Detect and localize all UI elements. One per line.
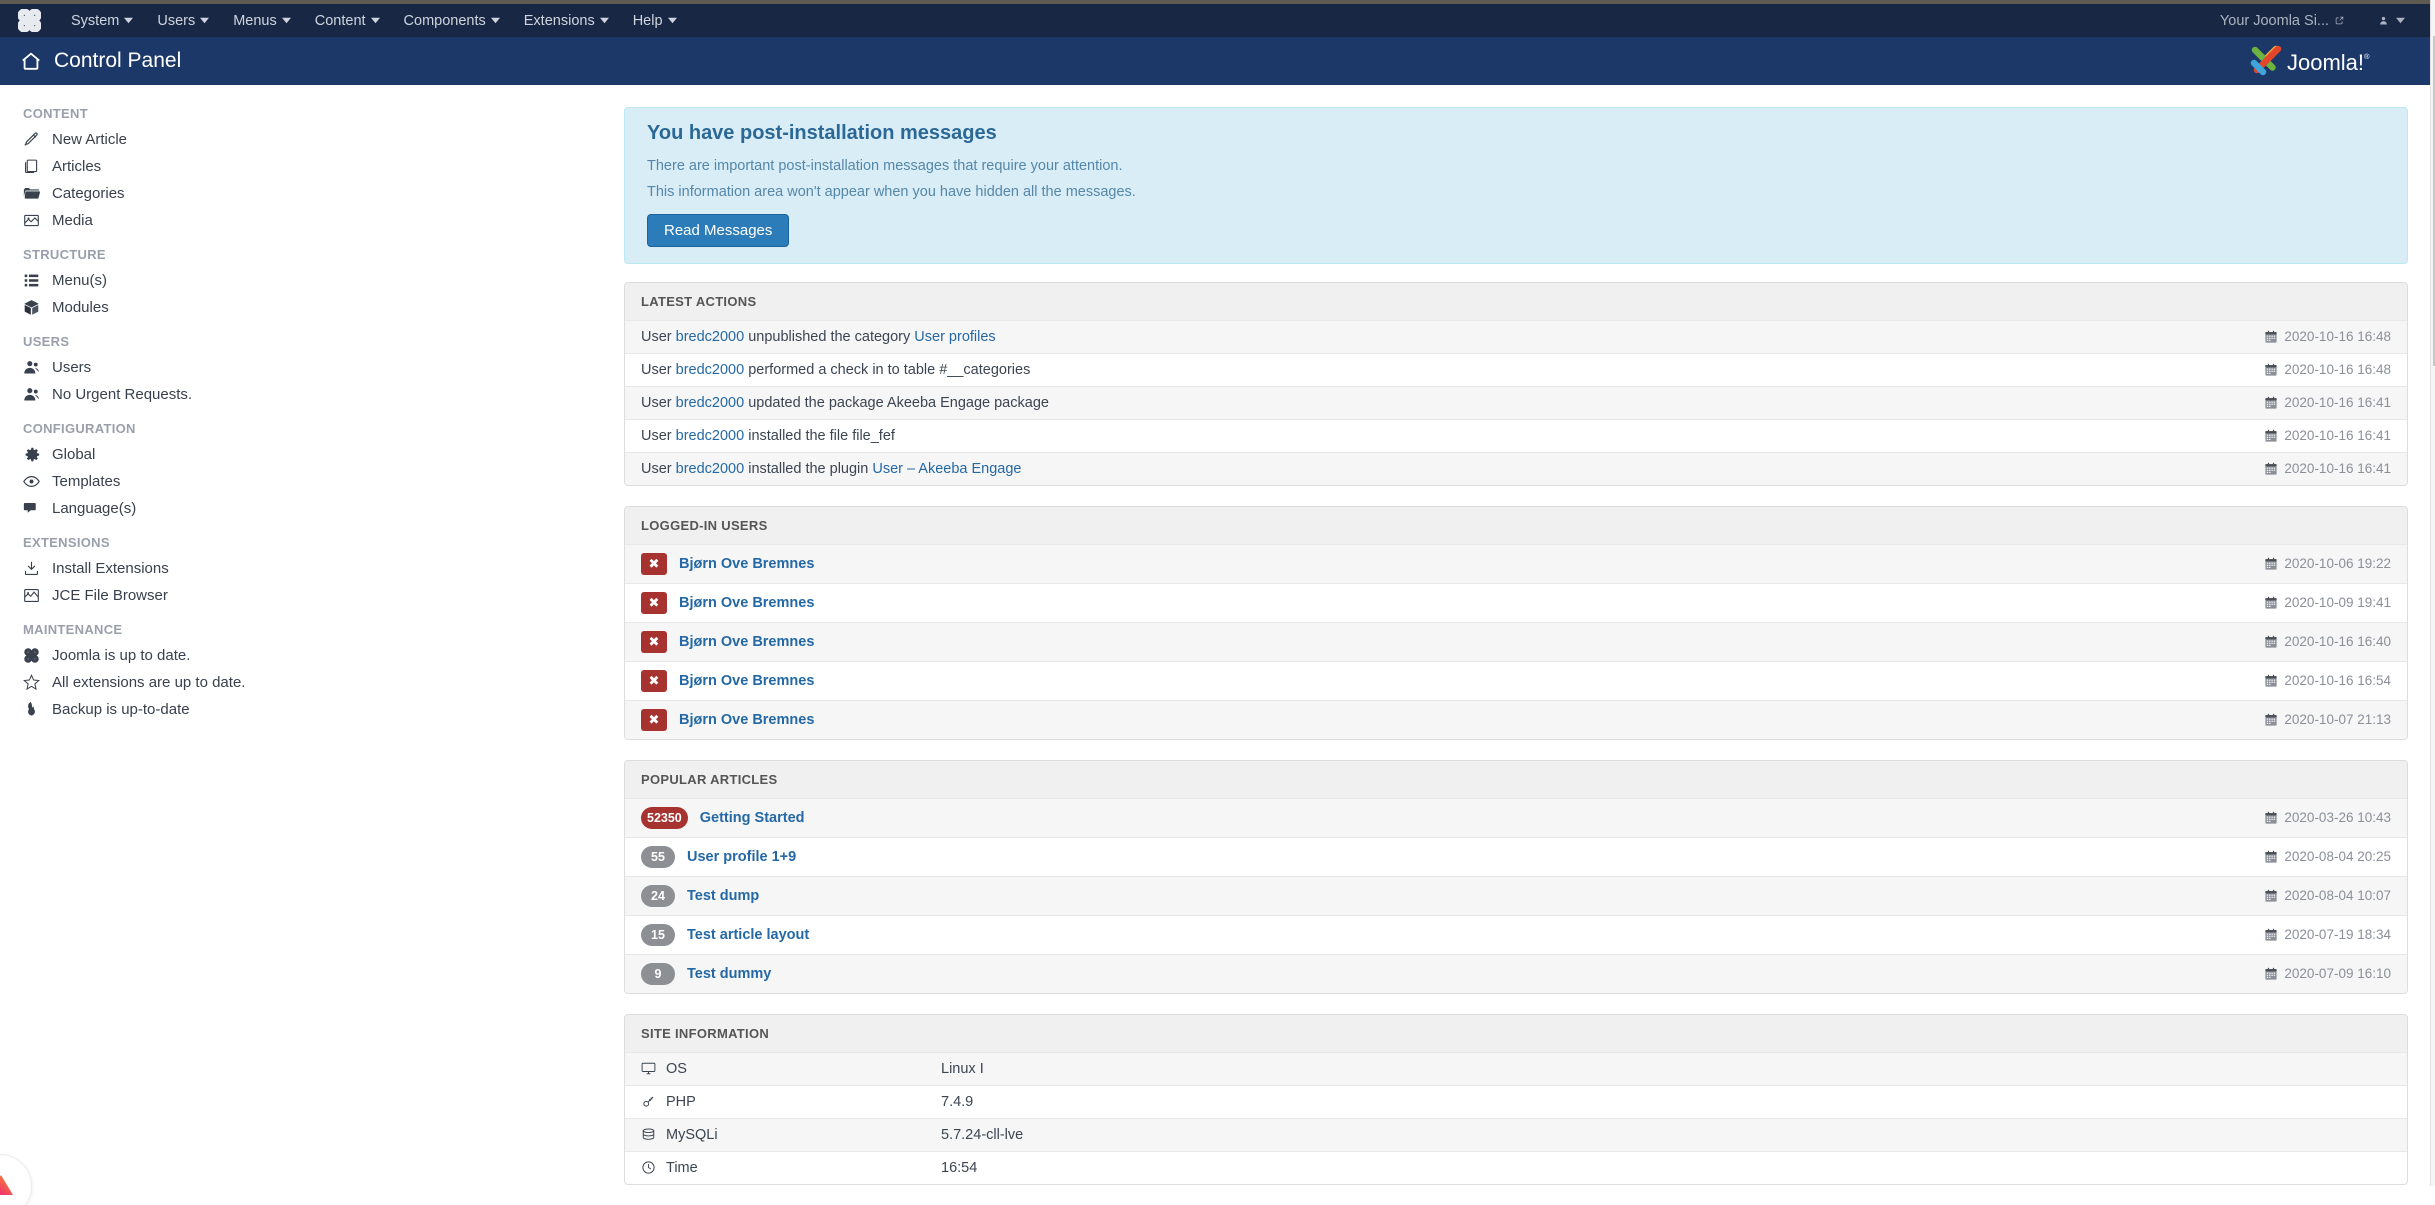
svg-text:Joomla!®: Joomla!® bbox=[2287, 50, 2370, 75]
